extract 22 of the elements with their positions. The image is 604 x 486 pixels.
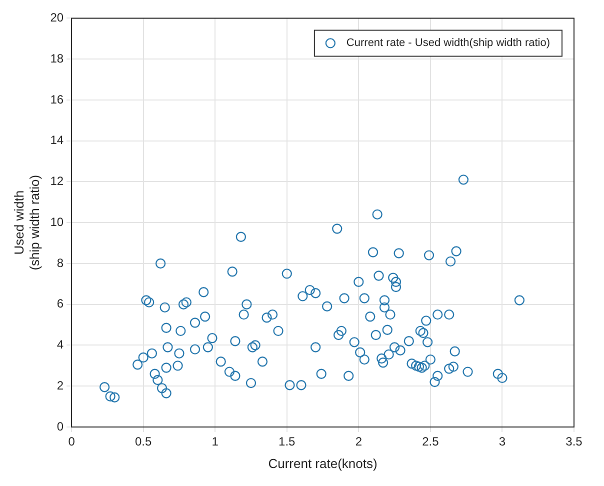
x-tick-label: 2.5 (422, 434, 440, 449)
y-tick-label: 14 (50, 133, 64, 148)
legend-label: Current rate - Used width(ship width ratio) (346, 37, 550, 50)
x-tick-label: 3 (498, 434, 506, 449)
y-tick-label: 16 (50, 92, 64, 106)
y-tick-label: 2 (56, 378, 64, 392)
y-tick-label: 6 (56, 296, 64, 311)
y-tick-label: 18 (50, 51, 64, 66)
x-tick-label: 0.5 (134, 434, 152, 449)
x-tick-label: 3.5 (566, 434, 583, 449)
y-axis-title: Used width (ship width ratio) (11, 174, 42, 270)
y-tick-label: 10 (50, 214, 64, 229)
y-tick-label: 8 (56, 256, 64, 270)
y-tick-label: 4 (56, 338, 64, 352)
x-tick-label: 1.5 (278, 434, 296, 449)
y-tick-label: 0 (56, 419, 64, 434)
x-tick-label: 1 (212, 434, 219, 449)
x-axis-title: Current rate(knots) (268, 456, 378, 471)
x-tick-label: 0 (68, 434, 76, 449)
x-tick-label: 2 (355, 434, 362, 449)
y-tick-label: 20 (50, 10, 64, 25)
y-tick-label: 12 (50, 174, 64, 188)
